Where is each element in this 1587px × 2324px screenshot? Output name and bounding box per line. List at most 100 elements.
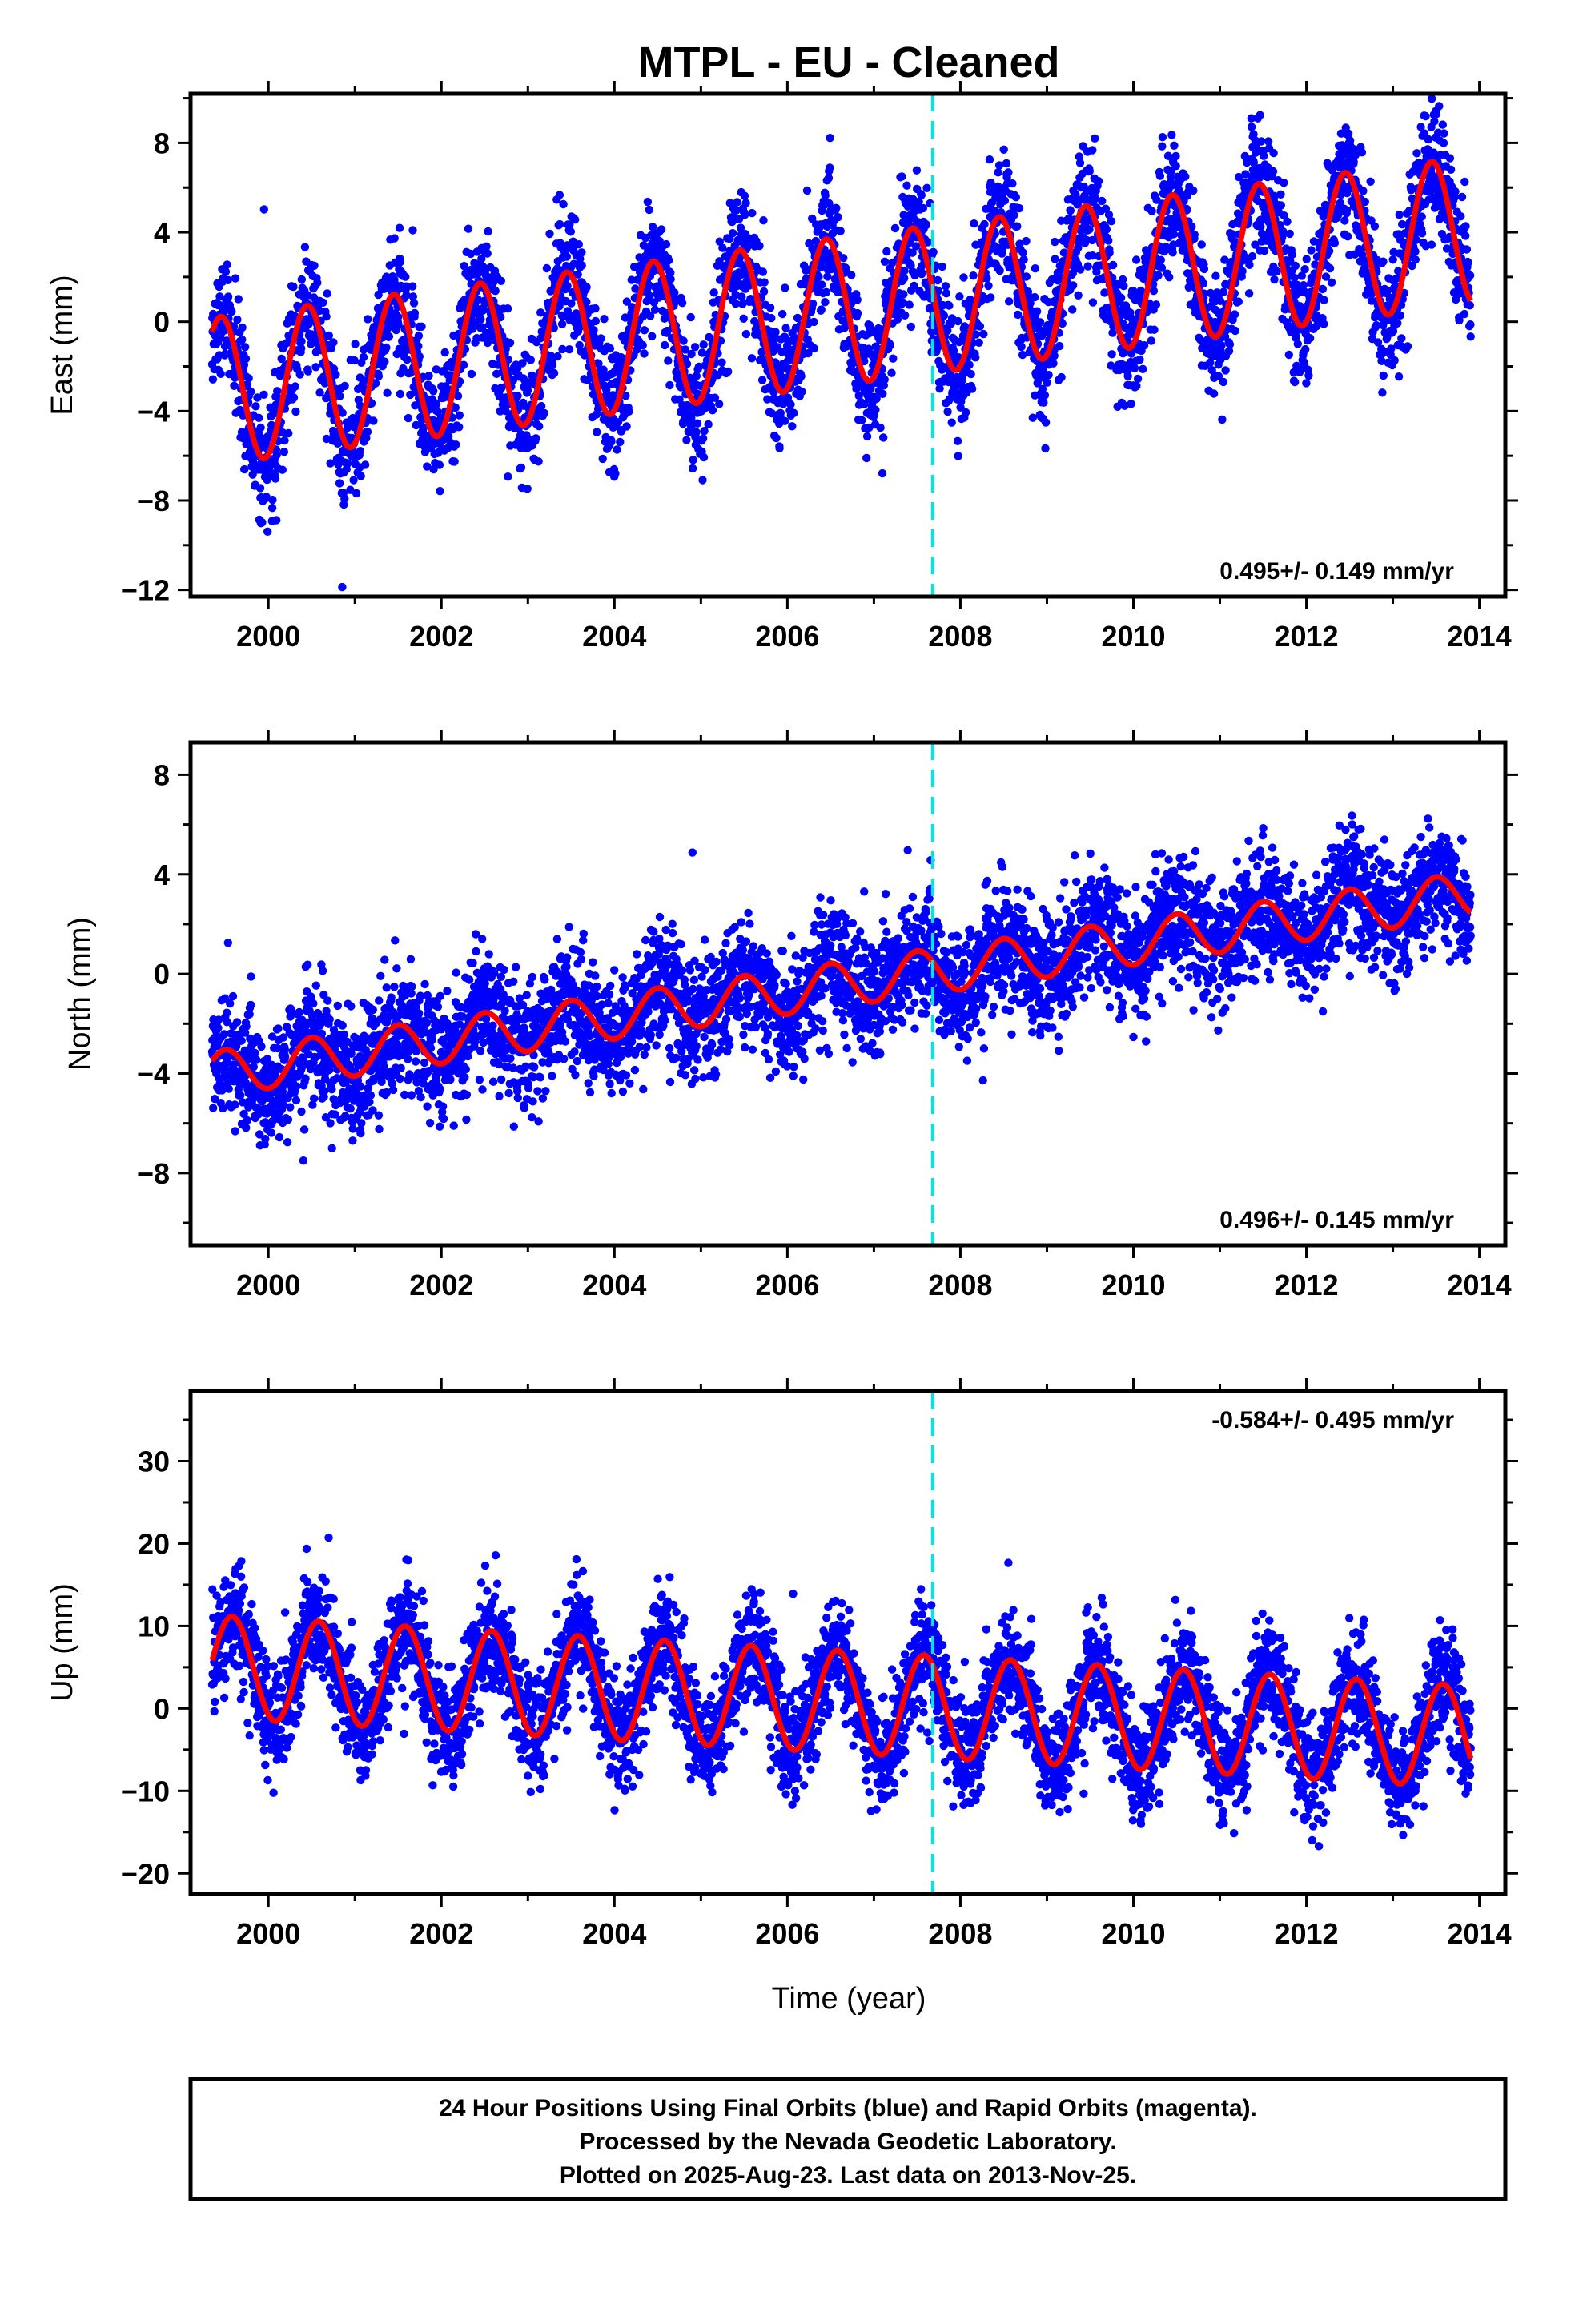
data-point: [473, 295, 482, 304]
data-point: [1068, 305, 1077, 314]
data-point: [905, 300, 914, 309]
data-point: [947, 418, 956, 427]
data-point: [747, 354, 757, 363]
data-point: [1280, 179, 1288, 187]
data-point: [555, 302, 564, 311]
data-point: [1460, 177, 1469, 187]
data-point: [1221, 366, 1230, 375]
data-point: [1293, 340, 1303, 348]
data-point: [409, 299, 419, 308]
data-point: [1234, 297, 1243, 306]
data-point: [555, 191, 564, 199]
data-point: [335, 392, 344, 400]
data-point: [1388, 255, 1397, 264]
data-point: [1457, 192, 1467, 202]
data-point: [223, 275, 232, 284]
data-point: [1461, 222, 1470, 231]
data-point: [625, 407, 633, 416]
data-point: [574, 240, 583, 249]
data-point: [1462, 245, 1472, 254]
data-point: [679, 336, 688, 345]
data-point: [1465, 301, 1475, 310]
data-point: [417, 322, 426, 331]
data-point: [1378, 388, 1387, 397]
data-point: [677, 299, 687, 308]
data-point: [646, 312, 655, 320]
data-point: [362, 433, 371, 443]
data-point: [643, 197, 653, 207]
data-point: [534, 457, 543, 466]
data-point: [810, 344, 818, 353]
data-point: [985, 155, 994, 164]
data-point: [858, 416, 866, 424]
data-point: [340, 494, 349, 503]
data-point: [553, 352, 562, 361]
data-point: [1231, 326, 1239, 336]
data-point: [505, 338, 515, 348]
data-point: [271, 474, 280, 483]
data-point: [670, 288, 679, 297]
data-point: [1411, 255, 1420, 264]
data-point: [975, 322, 985, 331]
data-point: [826, 163, 834, 172]
data-point: [223, 1008, 231, 1017]
data-point: [798, 387, 806, 396]
data-point: [1304, 371, 1313, 380]
data-point: [545, 229, 554, 239]
data-point: [573, 270, 582, 279]
data-point: [1260, 246, 1269, 255]
data-point: [918, 268, 926, 278]
data-point: [765, 304, 775, 312]
data-point: [259, 390, 268, 399]
data-point: [1083, 262, 1092, 271]
data-point: [278, 465, 287, 474]
data-point: [979, 329, 988, 339]
data-point: [247, 1000, 255, 1010]
panels: 2000 2002 2004 2006 2008 2010 2012 2014840−4−8−…: [46, 81, 1518, 1950]
data-point: [1302, 255, 1311, 263]
data-point: [591, 316, 600, 326]
data-point: [954, 316, 962, 326]
data-point: [1032, 307, 1042, 316]
data-point: [1043, 378, 1051, 387]
data-point: [1340, 216, 1349, 225]
data-point: [257, 1042, 266, 1051]
data-point: [999, 145, 1008, 154]
data-point: [879, 433, 888, 442]
data-point: [627, 275, 636, 284]
data-point: [1010, 211, 1018, 219]
data-point: [390, 234, 399, 243]
data-point: [1022, 272, 1031, 281]
data-point: [394, 320, 403, 329]
data-point: [238, 323, 247, 332]
data-point: [476, 315, 485, 324]
data-point: [1004, 168, 1013, 177]
data-point: [980, 219, 989, 229]
data-point: [369, 416, 378, 425]
data-point: [1305, 334, 1315, 343]
data-point: [576, 255, 585, 263]
data-point: [836, 227, 845, 235]
data-point: [1248, 251, 1257, 261]
chart-title: MTPL - EU - Cleaned: [637, 38, 1059, 86]
data-point: [1257, 137, 1266, 146]
data-point: [1044, 371, 1053, 380]
data-point: [244, 374, 253, 383]
data-point: [268, 496, 277, 505]
data-point: [616, 437, 625, 447]
data-point: [1028, 413, 1038, 422]
data-point: [228, 991, 238, 1001]
data-point: [1288, 250, 1296, 259]
data-point: [788, 422, 797, 431]
data-point: [966, 369, 975, 379]
data-point: [1427, 240, 1436, 249]
data-point: [1022, 236, 1031, 246]
x-tick-label: 2012: [1274, 620, 1338, 653]
data-point: [778, 309, 787, 319]
data-point: [755, 241, 764, 251]
data-point: [329, 338, 338, 347]
data-point: [1008, 179, 1017, 188]
data-point: [1256, 111, 1264, 119]
data-point: [986, 293, 995, 302]
data-point: [396, 258, 404, 267]
